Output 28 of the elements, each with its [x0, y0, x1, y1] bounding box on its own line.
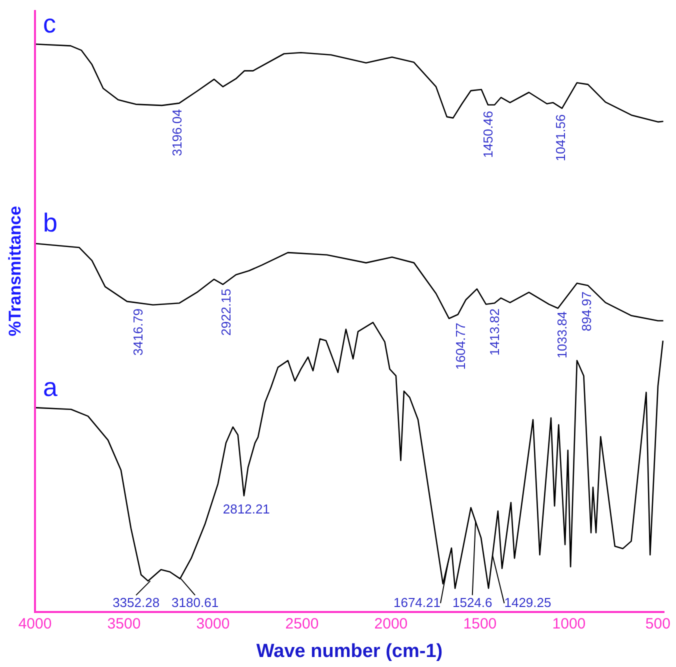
annotation: 2812.21	[222, 501, 270, 516]
x-axis-title: Wave number (cm-1)	[256, 640, 443, 662]
annotation: 2922.15	[218, 288, 234, 336]
annotation: 1524.6	[452, 594, 492, 610]
x-tick-label: 2500	[285, 615, 319, 632]
x-tick-label: 1000	[552, 615, 586, 632]
series-label: c	[43, 8, 56, 38]
series-label: b	[43, 208, 58, 238]
annotation: 1413.82	[486, 308, 502, 356]
x-tick-label: 4000	[18, 615, 52, 632]
annotation: 1041.56	[553, 114, 568, 162]
annotation: 1429.25	[504, 594, 552, 610]
x-tick-label: 2000	[374, 615, 408, 632]
annotation: 1604.77	[452, 322, 468, 370]
series-label: a	[43, 372, 58, 402]
annotation: 1450.46	[480, 110, 496, 158]
annotation: 3416.79	[130, 308, 146, 356]
annotation: 3196.04	[170, 109, 185, 156]
y-axis-title: %Transmittance	[6, 206, 25, 336]
annotation: 3180.61	[172, 594, 219, 610]
annotation: 3352.28	[112, 594, 160, 610]
x-tick-label: 1500	[463, 615, 497, 632]
annotation: 1033.84	[554, 311, 570, 358]
x-tick-label: 3500	[107, 615, 141, 632]
annotation: 1674.21	[393, 594, 440, 610]
x-tick-label: 500	[645, 615, 670, 632]
x-tick-label: 3000	[196, 615, 230, 632]
annotation: 894.97	[579, 292, 594, 332]
